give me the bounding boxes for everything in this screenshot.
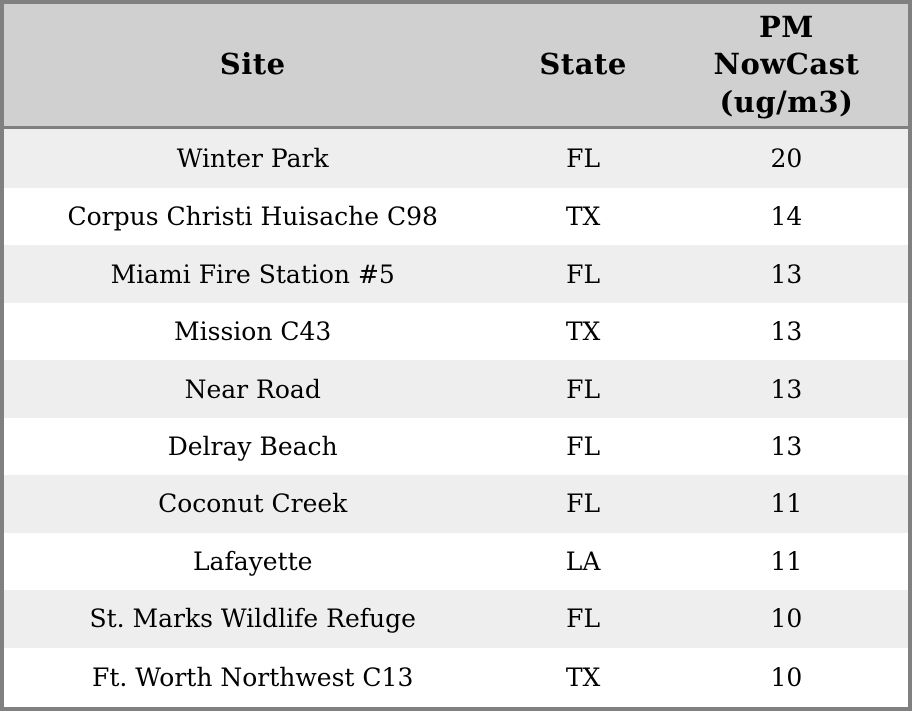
table-row: Corpus Christi Huisache C98 TX 14 — [2, 187, 910, 246]
site-cell: Mission C43 — [174, 317, 332, 347]
site-cell: Miami Fire Station #5 — [110, 259, 395, 289]
pm-nowcast-cell: 11 — [770, 546, 803, 576]
pm-nowcast-cell: 13 — [770, 374, 803, 404]
table-row: Near Road FL 13 — [2, 360, 910, 418]
table-row: Mission C43 TX 13 — [2, 302, 910, 361]
column-header-site: Site — [2, 2, 502, 129]
site-cell: Coconut Creek — [158, 489, 348, 519]
table-row: Delray Beach FL 13 — [2, 417, 910, 476]
state-cell: FL — [566, 489, 601, 519]
site-cell: Near Road — [184, 374, 321, 404]
pm-nowcast-cell: 13 — [770, 431, 803, 461]
state-cell: FL — [566, 259, 601, 289]
site-cell: St. Marks Wildlife Refuge — [89, 604, 416, 634]
site-cell: Winter Park — [176, 143, 329, 173]
table-header: Site State PM NowCast (ug/m3) — [2, 2, 910, 129]
table-row: St. Marks Wildlife Refuge FL 10 — [2, 590, 910, 648]
pm-nowcast-cell: 14 — [770, 202, 803, 232]
site-cell: Ft. Worth Northwest C13 — [92, 662, 414, 692]
header-row: Site State PM NowCast (ug/m3) — [2, 2, 910, 129]
column-header-pm-nowcast: PM NowCast (ug/m3) — [664, 2, 910, 129]
site-cell: Corpus Christi Huisache C98 — [67, 202, 438, 232]
pm-nowcast-cell: 10 — [770, 604, 803, 634]
table-row: Lafayette LA 11 — [2, 532, 910, 591]
pm-nowcast-cell: 13 — [770, 259, 803, 289]
table-row: Ft. Worth Northwest C13 TX 10 — [2, 647, 910, 709]
site-cell: Delray Beach — [167, 431, 338, 461]
state-cell: TX — [565, 317, 601, 347]
state-cell: FL — [566, 431, 601, 461]
state-cell: TX — [565, 202, 601, 232]
pm-nowcast-cell: 13 — [770, 317, 803, 347]
site-cell: Lafayette — [192, 546, 313, 576]
state-cell: FL — [566, 604, 601, 634]
pm-nowcast-cell: 11 — [770, 489, 803, 519]
pm-nowcast-cell: 10 — [770, 662, 803, 692]
state-cell: LA — [565, 546, 601, 576]
table-row: Coconut Creek FL 11 — [2, 475, 910, 533]
state-cell: FL — [566, 143, 601, 173]
table-row: Miami Fire Station #5 FL 13 — [2, 245, 910, 303]
pm-nowcast-cell: 20 — [770, 143, 803, 173]
state-cell: FL — [566, 374, 601, 404]
state-cell: TX — [565, 662, 601, 692]
column-header-state: State — [501, 2, 665, 129]
table-body: Winter Park FL 20 Corpus Christi Huisach… — [2, 127, 910, 709]
table-row: Winter Park FL 20 — [2, 127, 910, 188]
